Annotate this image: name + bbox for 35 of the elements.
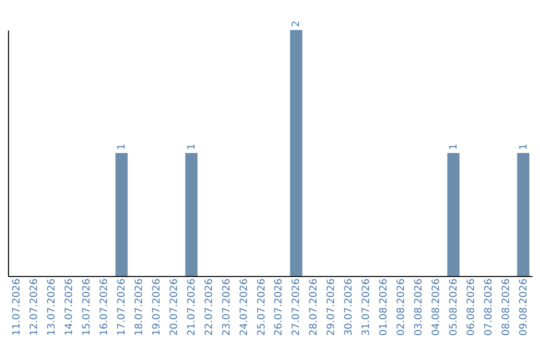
x-tick-label: 24.07.2026 [238, 278, 250, 336]
x-tick-label: 27.07.2026 [291, 278, 302, 336]
data-label: 1 [116, 144, 128, 150]
x-tick-label: 20.07.2026 [168, 278, 180, 336]
x-tick-label: 09.08.2026 [518, 278, 530, 336]
x-tick-label: 25.07.2026 [256, 278, 268, 336]
x-tick-label: 14.07.2026 [64, 278, 76, 336]
data-label: 1 [448, 144, 460, 150]
x-tick-label: 11.07.2026 [12, 278, 23, 336]
x-tick-label: 22.07.2026 [204, 278, 215, 336]
x-tick-label: 18.07.2026 [134, 278, 145, 336]
x-tick-label: 26.07.2026 [274, 278, 285, 336]
x-tick-label: 21.07.2026 [186, 278, 198, 336]
x-tick-label: 13.07.2026 [46, 278, 58, 336]
x-tick-label: 28.07.2026 [308, 278, 320, 336]
data-label: 1 [186, 144, 198, 150]
x-tick-label: 31.07.2026 [361, 278, 372, 336]
x-tick-label: 01.08.2026 [378, 278, 390, 336]
x-tick-label: 04.08.2026 [430, 278, 442, 336]
x-tick-label: 07.08.2026 [483, 278, 494, 336]
x-tick-label: 19.07.2026 [151, 278, 162, 336]
x-tick-label: 02.08.2026 [396, 278, 407, 336]
x-tick-label: 06.08.2026 [466, 278, 477, 336]
data-label: 2 [291, 20, 302, 27]
x-tick-label: 15.07.2026 [82, 278, 93, 336]
x-tick-label: 23.07.2026 [221, 278, 232, 336]
x-tick-label: 03.08.2026 [413, 278, 424, 336]
x-tick-label: 17.07.2026 [116, 278, 128, 336]
x-tick-label: 30.07.2026 [344, 278, 355, 336]
x-tick-label: 12.07.2026 [29, 278, 40, 336]
x-tick-label: 08.08.2026 [500, 278, 512, 336]
x-tick-label: 29.07.2026 [326, 278, 338, 336]
data-label: 1 [518, 144, 530, 150]
x-tick-label: 05.08.2026 [448, 278, 460, 336]
x-tick-label: 16.07.2026 [99, 278, 110, 336]
